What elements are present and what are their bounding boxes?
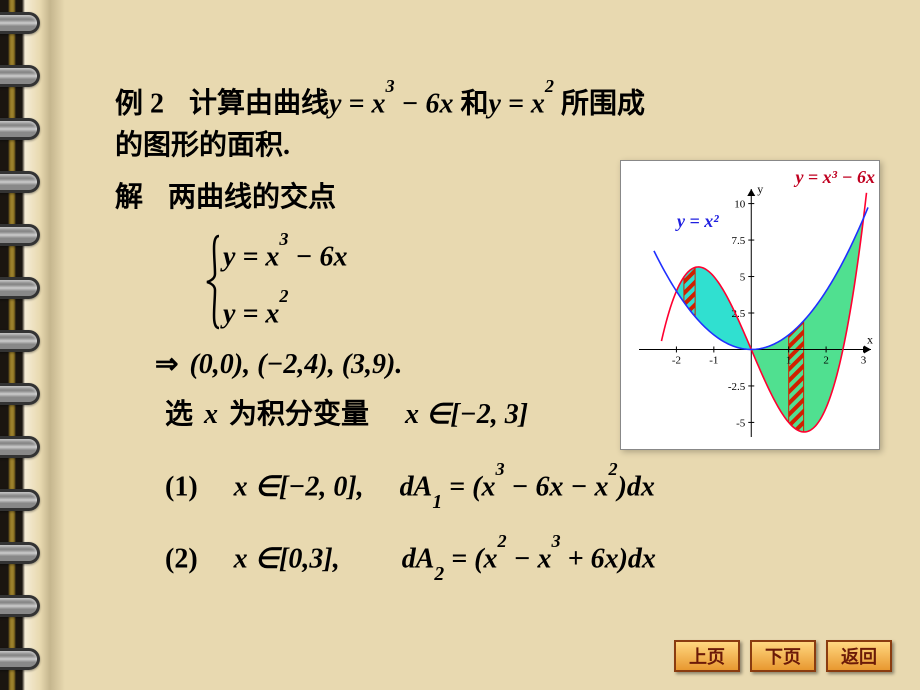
eq1-op: − 6 [402,88,440,119]
eq1-lhs: y [329,88,341,119]
x-range: x ∈[−2, 3] [405,399,528,430]
problem-text-b: 和 [461,88,489,119]
back-button[interactable]: 返回 [826,640,892,672]
case-1: (1) x ∈[−2, 0], dA1 = (x3 − 6x − x2)dx [165,452,895,524]
solution-label: 解 [115,182,143,213]
svg-text:7.5: 7.5 [732,235,746,247]
implies-icon: ⇒ [155,349,178,380]
svg-text:x: x [867,332,873,346]
eq2-lhs: y [489,88,501,119]
graph-panel: -2-1123-5-2.52.557.510xyy = x³ − 6xy = x… [620,160,880,450]
eq2-rhs: x [531,88,545,119]
svg-text:5: 5 [740,272,746,284]
eq1-rhs-a: x [371,88,385,119]
svg-text:3: 3 [861,354,867,366]
eq1-rhs-b: x [440,88,454,119]
svg-text:10: 10 [734,199,746,211]
svg-text:-1: -1 [709,354,718,366]
prev-page-button[interactable]: 上页 [674,640,740,672]
svg-text:y = x²: y = x² [675,211,719,231]
sys-eq1: y = x3 − 6x [223,225,347,281]
svg-text:-5: -5 [736,417,746,429]
example-label: 例 2 [115,88,164,119]
problem-line-2-text: 的图形的面积. [115,130,290,161]
svg-text:y = x³ − 6x: y = x³ − 6x [793,167,875,187]
next-page-button[interactable]: 下页 [750,640,816,672]
points-text: (0,0), (−2,4), (3,9). [189,349,402,380]
curves-graph: -2-1123-5-2.52.557.510xyy = x³ − 6xy = x… [621,161,881,451]
svg-text:-2: -2 [672,354,681,366]
svg-text:y: y [757,182,763,196]
nav-buttons: 上页 下页 返回 [674,640,892,672]
eq1-exp1: 3 [385,76,394,96]
svg-text:-2.5: -2.5 [728,381,746,393]
case-2: (2) x ∈[0,3], dA2 = (x2 − x3 + 6x)dx [165,524,895,596]
sys-eq2: y = x2 [223,282,347,338]
problem-line-1: 例 2 计算由曲线y = x3 − 6x 和y = x2 所围成 [115,75,895,125]
svg-text:2: 2 [823,354,829,366]
left-brace-icon [205,234,223,330]
eq2-exp: 2 [545,76,554,96]
intersect-text: 两曲线的交点 [168,182,336,213]
problem-text-c: 所围成 [561,88,645,119]
svg-text:1: 1 [786,354,792,366]
spiral-binding [0,0,100,690]
problem-text-a: 计算由曲线 [189,88,329,119]
